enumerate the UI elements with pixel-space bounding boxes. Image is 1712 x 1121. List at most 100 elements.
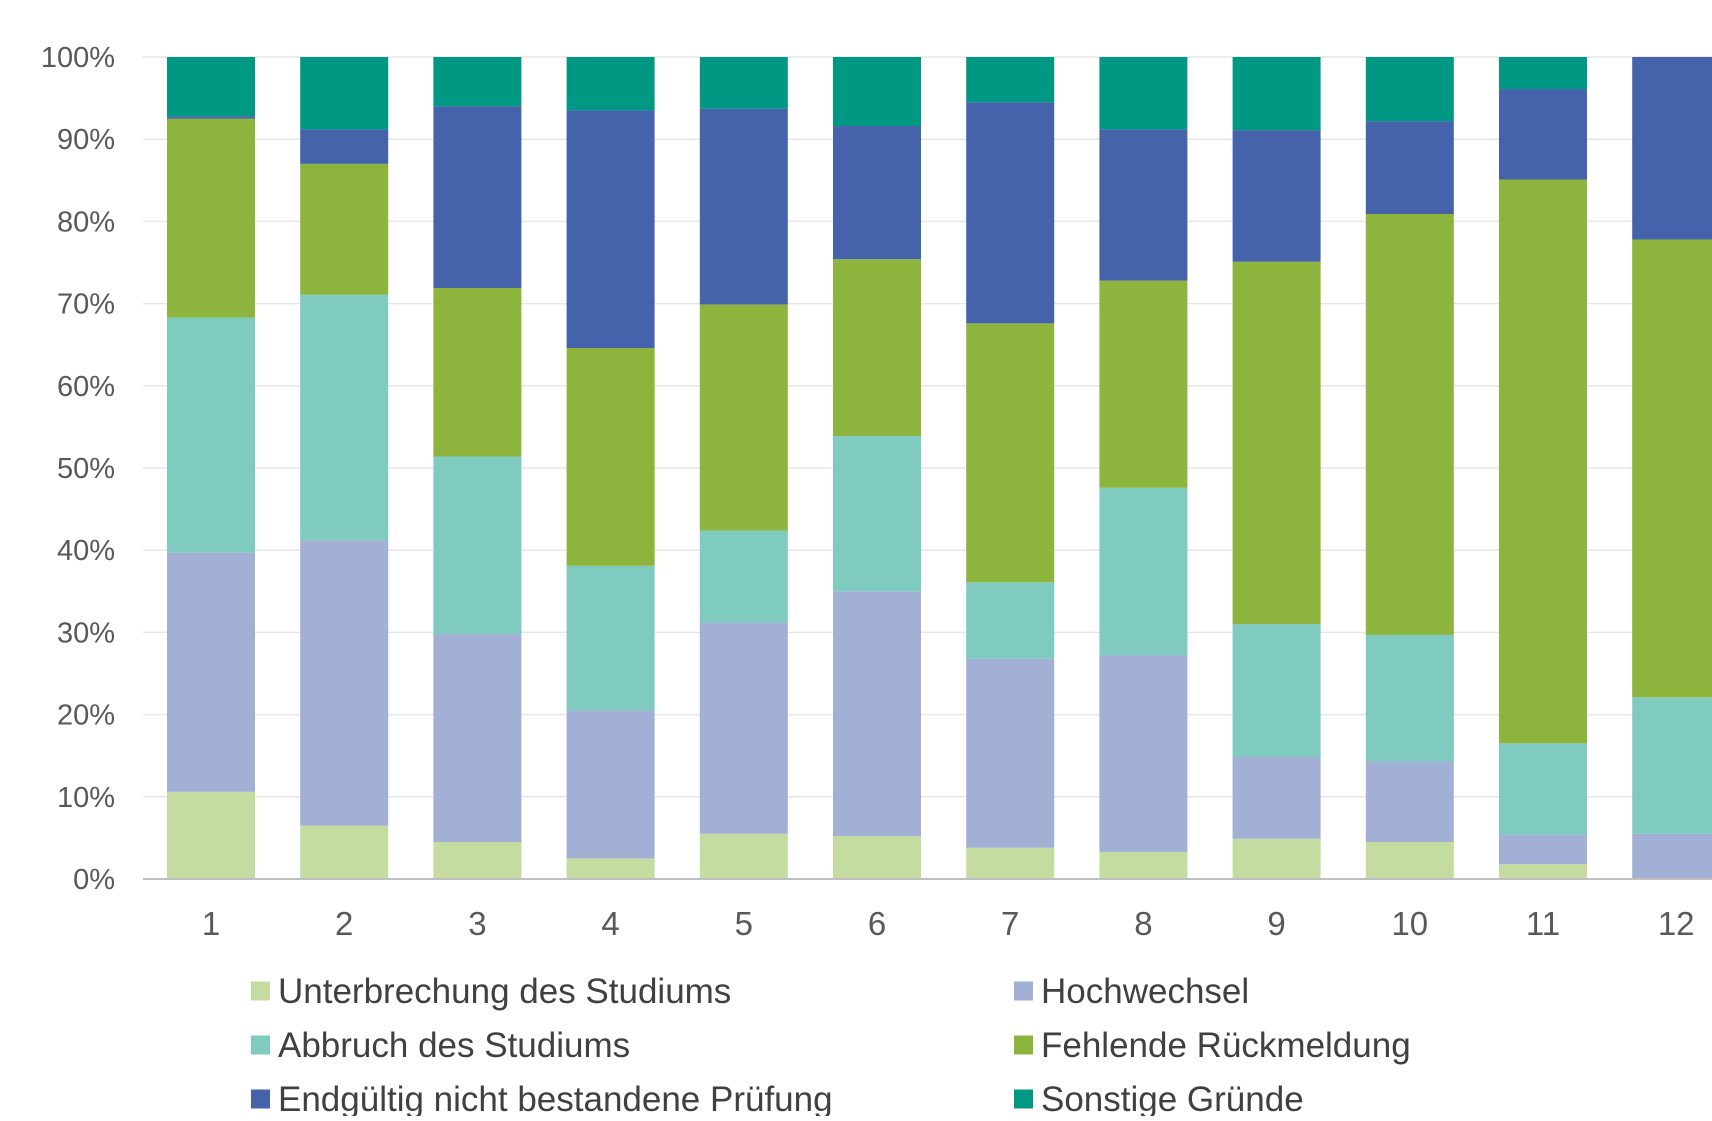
bar-segment [833, 126, 921, 260]
bar-segment [1632, 239, 1712, 698]
bar-segment [300, 57, 389, 130]
bar-segment [966, 323, 1055, 583]
bar-segment [699, 57, 788, 109]
legend-item: Endgültig nicht bestandene Prüfung [251, 1080, 833, 1119]
legend-item: Abbruch des Studiums [251, 1026, 630, 1065]
bar-segment [1099, 57, 1188, 130]
bar-segment [1632, 697, 1712, 834]
legend-swatch [1014, 1035, 1033, 1055]
x-tick-label: 4 [601, 905, 619, 942]
legend-swatch [251, 1089, 270, 1109]
bar-segment [300, 294, 389, 541]
bar-segment [1099, 129, 1188, 281]
legend-label: Fehlende Rückmeldung [1041, 1026, 1411, 1065]
bar-segment [566, 110, 655, 348]
bar-segment [1365, 634, 1454, 762]
bar-segment [1232, 756, 1321, 839]
bar-segment [300, 540, 389, 826]
legend-item: Unterbrechung des Studiums [251, 972, 731, 1011]
legend-label: Hochwechsel [1041, 972, 1249, 1011]
bar-segment [833, 836, 921, 879]
bar-segment [433, 456, 522, 635]
bar-segment [1365, 761, 1454, 843]
bar-segment [433, 57, 522, 107]
bar-segment [167, 317, 255, 553]
x-tick-label: 11 [1526, 905, 1560, 942]
bar-segment [1232, 624, 1321, 757]
bar-segment [167, 116, 255, 119]
bar-segment [1632, 57, 1712, 240]
bar-segment [1365, 842, 1454, 879]
bar-segment [1365, 214, 1454, 635]
legend-swatch [251, 1035, 270, 1055]
x-tick-label: 2 [335, 905, 353, 942]
bar-segment [833, 57, 921, 127]
legend-item: Fehlende Rückmeldung [1014, 1026, 1411, 1065]
bar-segment [1632, 833, 1712, 879]
y-tick-label: 60% [57, 371, 115, 403]
bar-segment [566, 565, 655, 711]
y-tick-label: 20% [57, 700, 115, 732]
y-tick-label: 100% [41, 42, 115, 74]
bar-segment [433, 106, 522, 288]
bar-segment [433, 842, 522, 879]
bar-segment [1232, 130, 1321, 262]
bar-segment [699, 622, 788, 834]
y-tick-label: 70% [57, 289, 115, 321]
bar-segment [1499, 179, 1587, 744]
bar-segment [1232, 838, 1321, 879]
legend-swatch [1014, 1089, 1033, 1109]
bar-segment [966, 847, 1055, 879]
legend-swatch [251, 981, 270, 1001]
bar-segment [1232, 261, 1321, 625]
bar-segment [433, 634, 522, 843]
bar-segment [167, 57, 255, 117]
bar-segment [1099, 487, 1188, 656]
bar-segment [1499, 743, 1587, 835]
bar-segment [833, 259, 921, 436]
legend-label: Unterbrechung des Studiums [278, 972, 731, 1011]
bar-segment [300, 825, 389, 879]
bar-segment [167, 118, 255, 318]
bar-segment [966, 582, 1055, 659]
bar-segment [699, 304, 788, 531]
bar-segment [1499, 89, 1587, 180]
bar-segment [1499, 864, 1587, 879]
bar-segment [300, 129, 389, 164]
bar-segment [833, 591, 921, 837]
x-tick-label: 6 [868, 905, 886, 942]
x-tick-label: 3 [468, 905, 486, 942]
legend-label: Endgültig nicht bestandene Prüfung [278, 1080, 833, 1116]
y-tick-label: 30% [57, 617, 115, 649]
x-tick-label: 5 [735, 905, 753, 942]
x-tick-label: 12 [1658, 905, 1695, 942]
bar-segment [566, 57, 655, 111]
legend: Unterbrechung des Studiums Hochwechsel Abb… [251, 972, 1411, 1119]
bar-segment [699, 833, 788, 879]
legend-item: Sonstige Gründe [1014, 1080, 1304, 1119]
y-axis-ticks: 0% 10% 20% 30% 40% 50% 60% 70% 80% 90% 100% [41, 42, 115, 896]
bar-segment [1365, 57, 1454, 122]
bar-segment [966, 102, 1055, 324]
bar-segment [699, 108, 788, 305]
legend-swatch [1014, 981, 1033, 1001]
y-tick-label: 50% [57, 453, 115, 485]
x-axis-ticks: 1 2 3 4 5 6 7 8 9 10 11 12 [202, 905, 1695, 942]
bar-segment [1499, 57, 1587, 90]
bar-segment [566, 858, 655, 879]
x-tick-label: 9 [1267, 905, 1285, 942]
x-tick-label: 1 [202, 905, 220, 942]
legend-label: Abbruch des Studiums [278, 1026, 630, 1065]
bar-segment [1099, 280, 1188, 488]
bar-segment [1099, 851, 1188, 879]
legend-item: Hochwechsel [1014, 972, 1249, 1011]
bar-segment [167, 552, 255, 792]
bar-segment [1232, 57, 1321, 131]
bar-segment [566, 347, 655, 566]
bar-segment [1499, 834, 1587, 865]
y-tick-label: 10% [57, 782, 115, 814]
bar-segment [966, 658, 1055, 848]
bars [167, 57, 1712, 879]
y-tick-label: 90% [57, 124, 115, 156]
